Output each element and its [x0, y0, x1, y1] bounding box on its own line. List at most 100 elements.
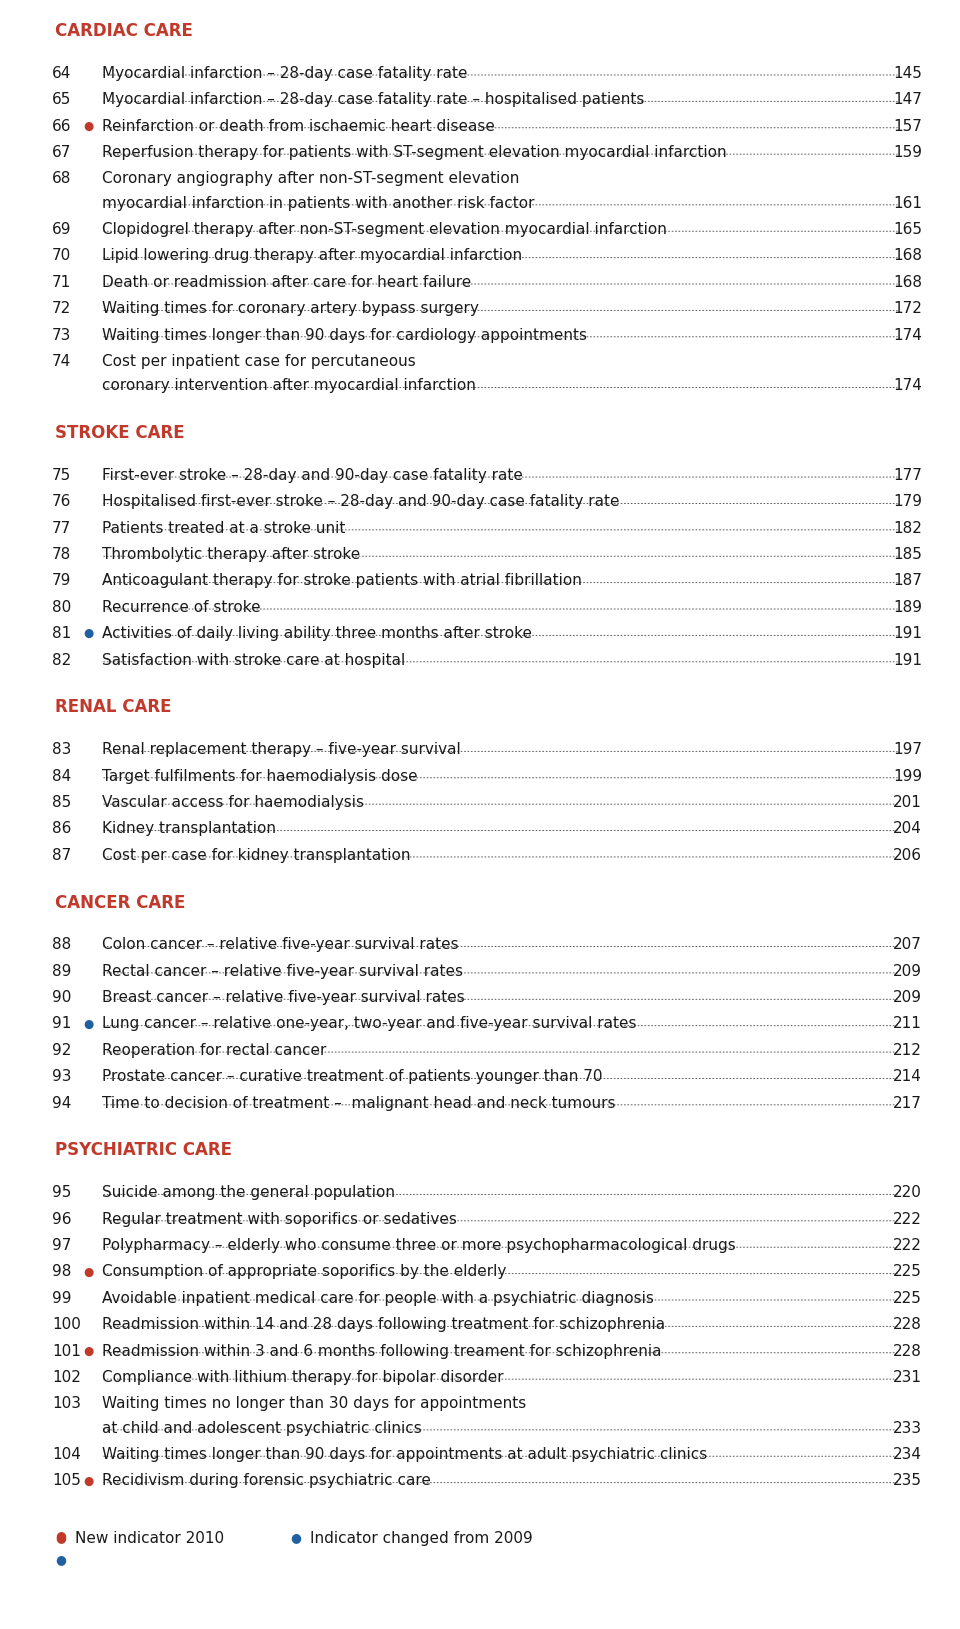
Text: 104: 104: [52, 1447, 81, 1461]
Text: Regular treatment with soporifics or sedatives: Regular treatment with soporifics or sed…: [102, 1212, 457, 1227]
Text: Compliance with lithium therapy for bipolar disorder: Compliance with lithium therapy for bipo…: [102, 1370, 504, 1385]
Text: 209: 209: [893, 964, 922, 979]
Text: 201: 201: [893, 795, 922, 810]
Text: Readmission within 14 and 28 days following treatment for schizophrenia: Readmission within 14 and 28 days follow…: [102, 1318, 665, 1333]
Text: 94: 94: [52, 1096, 71, 1111]
Text: ●: ●: [83, 1474, 93, 1487]
Text: 182: 182: [893, 521, 922, 536]
Text: 67: 67: [52, 145, 71, 160]
Text: Time to decision of treatment –  malignant head and neck tumours: Time to decision of treatment – malignan…: [102, 1096, 615, 1111]
Text: 84: 84: [52, 769, 71, 784]
Text: ●: ●: [83, 1344, 93, 1357]
Text: 207: 207: [893, 937, 922, 953]
Text: 204: 204: [893, 821, 922, 836]
Text: Recurrence of stroke: Recurrence of stroke: [102, 599, 260, 614]
Text: 168: 168: [893, 275, 922, 290]
Text: Waiting times no longer than 30 days for appointments: Waiting times no longer than 30 days for…: [102, 1396, 526, 1411]
Text: Hospitalised first-ever stroke – 28-day and 90-day case fatality rate: Hospitalised first-ever stroke – 28-day …: [102, 494, 619, 510]
Text: Reinfarction or death from ischaemic heart disease: Reinfarction or death from ischaemic hea…: [102, 119, 494, 134]
Text: Polypharmacy – elderly who consume three or more psychopharmacological drugs: Polypharmacy – elderly who consume three…: [102, 1238, 735, 1253]
Text: 214: 214: [893, 1069, 922, 1085]
Text: RENAL CARE: RENAL CARE: [55, 699, 172, 717]
Text: 76: 76: [52, 494, 71, 510]
Text: Breast cancer – relative five-year survival rates: Breast cancer – relative five-year survi…: [102, 990, 465, 1005]
Text: 161: 161: [893, 195, 922, 210]
Text: Rectal cancer – relative five-year survival rates: Rectal cancer – relative five-year survi…: [102, 964, 463, 979]
Text: 95: 95: [52, 1186, 71, 1201]
Text: CANCER CARE: CANCER CARE: [55, 894, 185, 912]
Text: 88: 88: [52, 937, 71, 953]
Text: Cost per case for kidney transplantation: Cost per case for kidney transplantation: [102, 847, 411, 863]
Text: 83: 83: [52, 743, 71, 757]
Text: 234: 234: [893, 1447, 922, 1461]
Text: 92: 92: [52, 1043, 71, 1057]
Text: 69: 69: [52, 222, 71, 236]
Text: Activities of daily living ability three months after stroke: Activities of daily living ability three…: [102, 626, 532, 642]
Text: 217: 217: [893, 1096, 922, 1111]
Text: 211: 211: [893, 1016, 922, 1031]
Text: Myocardial infarction – 28-day case fatality rate: Myocardial infarction – 28-day case fata…: [102, 65, 468, 81]
Text: 103: 103: [52, 1396, 81, 1411]
Text: 174: 174: [893, 378, 922, 393]
Text: New indicator 2010: New indicator 2010: [75, 1531, 224, 1546]
Text: 147: 147: [893, 93, 922, 108]
Text: ●: ●: [83, 119, 93, 132]
Text: 228: 228: [893, 1344, 922, 1359]
Text: 65: 65: [52, 93, 71, 108]
Text: 81: 81: [52, 626, 71, 642]
Text: 145: 145: [893, 65, 922, 81]
Text: 177: 177: [893, 468, 922, 482]
Text: 185: 185: [893, 547, 922, 562]
Text: ●: ●: [83, 1266, 93, 1279]
Text: ●: ●: [83, 627, 93, 640]
Text: 212: 212: [893, 1043, 922, 1057]
Text: 78: 78: [52, 547, 71, 562]
Text: Myocardial infarction – 28-day case fatality rate – hospitalised patients: Myocardial infarction – 28-day case fata…: [102, 93, 644, 108]
Text: 225: 225: [893, 1290, 922, 1306]
Text: Thrombolytic therapy after stroke: Thrombolytic therapy after stroke: [102, 547, 360, 562]
Text: Reperfusion therapy for patients with ST-segment elevation myocardial infarction: Reperfusion therapy for patients with ST…: [102, 145, 727, 160]
Text: Clopidogrel therapy after non-ST-segment elevation myocardial infarction: Clopidogrel therapy after non-ST-segment…: [102, 222, 667, 236]
Text: 97: 97: [52, 1238, 71, 1253]
Text: 66: 66: [52, 119, 71, 134]
Text: 179: 179: [893, 494, 922, 510]
Text: 91: 91: [52, 1016, 71, 1031]
Text: Colon cancer – relative five-year survival rates: Colon cancer – relative five-year surviv…: [102, 937, 459, 953]
Text: PSYCHIATRIC CARE: PSYCHIATRIC CARE: [55, 1142, 232, 1160]
Text: 174: 174: [893, 327, 922, 342]
Text: Reoperation for rectal cancer: Reoperation for rectal cancer: [102, 1043, 326, 1057]
Text: 70: 70: [52, 248, 71, 264]
Text: myocardial infarction in patients with another risk factor: myocardial infarction in patients with a…: [102, 195, 535, 210]
Text: Indicator changed from 2009: Indicator changed from 2009: [310, 1531, 533, 1546]
Text: 82: 82: [52, 653, 71, 668]
Text: 90: 90: [52, 990, 71, 1005]
Text: 209: 209: [893, 990, 922, 1005]
Text: at child and adolescent psychiatric clinics: at child and adolescent psychiatric clin…: [102, 1420, 421, 1435]
Text: 220: 220: [893, 1186, 922, 1201]
Text: Waiting times longer than 90 days for appointments at adult psychiatric clinics: Waiting times longer than 90 days for ap…: [102, 1447, 708, 1461]
Text: 165: 165: [893, 222, 922, 236]
Text: Prostate cancer – curative treatment of patients younger than 70: Prostate cancer – curative treatment of …: [102, 1069, 603, 1085]
Text: 191: 191: [893, 653, 922, 668]
Text: STROKE CARE: STROKE CARE: [55, 424, 184, 441]
Text: Cost per inpatient case for percutaneous: Cost per inpatient case for percutaneous: [102, 353, 416, 368]
Text: Target fulfilments for haemodialysis dose: Target fulfilments for haemodialysis dos…: [102, 769, 418, 784]
Text: ●: ●: [290, 1531, 300, 1544]
Text: Renal replacement therapy – five-year survival: Renal replacement therapy – five-year su…: [102, 743, 461, 757]
Text: Consumption of appropriate soporifics by the elderly: Consumption of appropriate soporifics by…: [102, 1264, 506, 1279]
Text: 98: 98: [52, 1264, 71, 1279]
Text: ●: ●: [55, 1554, 66, 1567]
Text: ●: ●: [55, 1531, 66, 1544]
Text: Lipid lowering drug therapy after myocardial infarction: Lipid lowering drug therapy after myocar…: [102, 248, 522, 264]
Text: Waiting times for coronary artery bypass surgery: Waiting times for coronary artery bypass…: [102, 301, 479, 316]
Text: 235: 235: [893, 1473, 922, 1489]
Text: 102: 102: [52, 1370, 81, 1385]
Text: CARDIAC CARE: CARDIAC CARE: [55, 23, 193, 41]
Text: 105: 105: [52, 1473, 81, 1489]
Text: 100: 100: [52, 1318, 81, 1333]
Text: 206: 206: [893, 847, 922, 863]
Text: Recidivism during forensic psychiatric care: Recidivism during forensic psychiatric c…: [102, 1473, 431, 1489]
Text: 159: 159: [893, 145, 922, 160]
Text: 197: 197: [893, 743, 922, 757]
Text: Kidney transplantation: Kidney transplantation: [102, 821, 276, 836]
